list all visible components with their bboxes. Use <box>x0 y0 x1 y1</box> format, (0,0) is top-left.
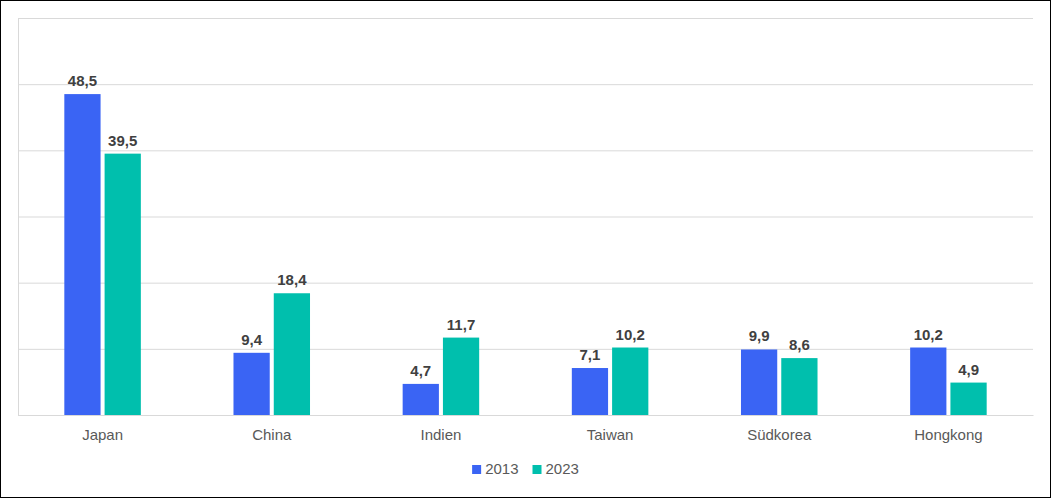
y-tick <box>18 18 1033 19</box>
x-tick-label: Japan <box>82 426 123 443</box>
bars <box>64 94 986 415</box>
bar <box>403 384 439 415</box>
x-axis-line <box>19 415 1034 416</box>
grid-line <box>18 150 1033 151</box>
data-label: 10,2 <box>914 326 943 343</box>
data-label: 7,1 <box>580 346 601 363</box>
bar <box>274 293 310 415</box>
y-tick <box>18 150 1033 151</box>
x-tick-label: Südkorea <box>747 426 812 443</box>
data-label: 9,4 <box>241 331 263 348</box>
x-axis: Japan China Indien Taiwan Südkorea Hongkong <box>19 416 1034 443</box>
bar <box>572 368 608 415</box>
data-label: 9,9 <box>749 327 770 344</box>
x-tick: China <box>252 426 292 443</box>
legend-item: 2023 <box>533 460 579 477</box>
y-axis <box>18 19 1033 416</box>
bar <box>443 338 479 415</box>
x-tick-label: China <box>252 426 292 443</box>
x-tick: Taiwan <box>587 426 634 443</box>
plot: Japan China Indien Taiwan Südkorea Hongkong 48… <box>18 19 1034 443</box>
x-tick: Japan <box>82 426 123 443</box>
legend-swatch <box>472 465 481 474</box>
data-label: 8,6 <box>789 336 810 353</box>
y-axis-line <box>19 19 1034 416</box>
grid-line <box>18 217 1033 218</box>
legend-label: 2013 <box>485 460 518 477</box>
y-tick <box>18 283 1033 284</box>
frame <box>1 1 1051 498</box>
bar <box>741 349 777 415</box>
data-label: 11,7 <box>447 316 475 333</box>
bar <box>910 348 946 415</box>
legend-swatch <box>533 465 542 474</box>
x-tick-label: Taiwan <box>587 426 634 443</box>
bar <box>105 154 141 415</box>
bar <box>781 358 817 415</box>
data-label: 39,5 <box>108 132 137 149</box>
data-label: 4,7 <box>410 362 431 379</box>
bar <box>233 353 269 415</box>
bar <box>612 348 648 415</box>
x-tick-label: Hongkong <box>914 426 982 443</box>
data-label: 10,2 <box>616 326 645 343</box>
x-tick: Indien <box>420 426 461 443</box>
y-tick <box>18 84 1033 85</box>
data-label: 4,9 <box>958 361 979 378</box>
y-tick <box>18 349 1033 350</box>
y-tick <box>18 217 1033 218</box>
data-labels: 48,5 9,4 4,7 7,1 9,9 10,2 39,5 18,4 11,7 10,2 8,6 4… <box>68 72 979 379</box>
grid-line <box>18 18 1033 19</box>
grid-line <box>18 283 1033 284</box>
grid-line <box>18 415 1033 416</box>
bar <box>950 383 986 415</box>
chart: Japan China Indien Taiwan Südkorea Hongkong 48… <box>0 0 1051 498</box>
grid-line <box>18 84 1033 85</box>
x-tick: Hongkong <box>914 426 982 443</box>
legend-item: 2013 <box>472 460 518 477</box>
x-tick: Südkorea <box>747 426 812 443</box>
bar <box>64 94 100 415</box>
data-label: 48,5 <box>68 72 97 89</box>
y-tick <box>18 415 1033 416</box>
x-tick-label: Indien <box>420 426 461 443</box>
legend: 2013 2023 <box>472 460 579 477</box>
legend-label: 2023 <box>546 460 579 477</box>
grid-line <box>18 349 1033 350</box>
data-label: 18,4 <box>277 271 307 288</box>
